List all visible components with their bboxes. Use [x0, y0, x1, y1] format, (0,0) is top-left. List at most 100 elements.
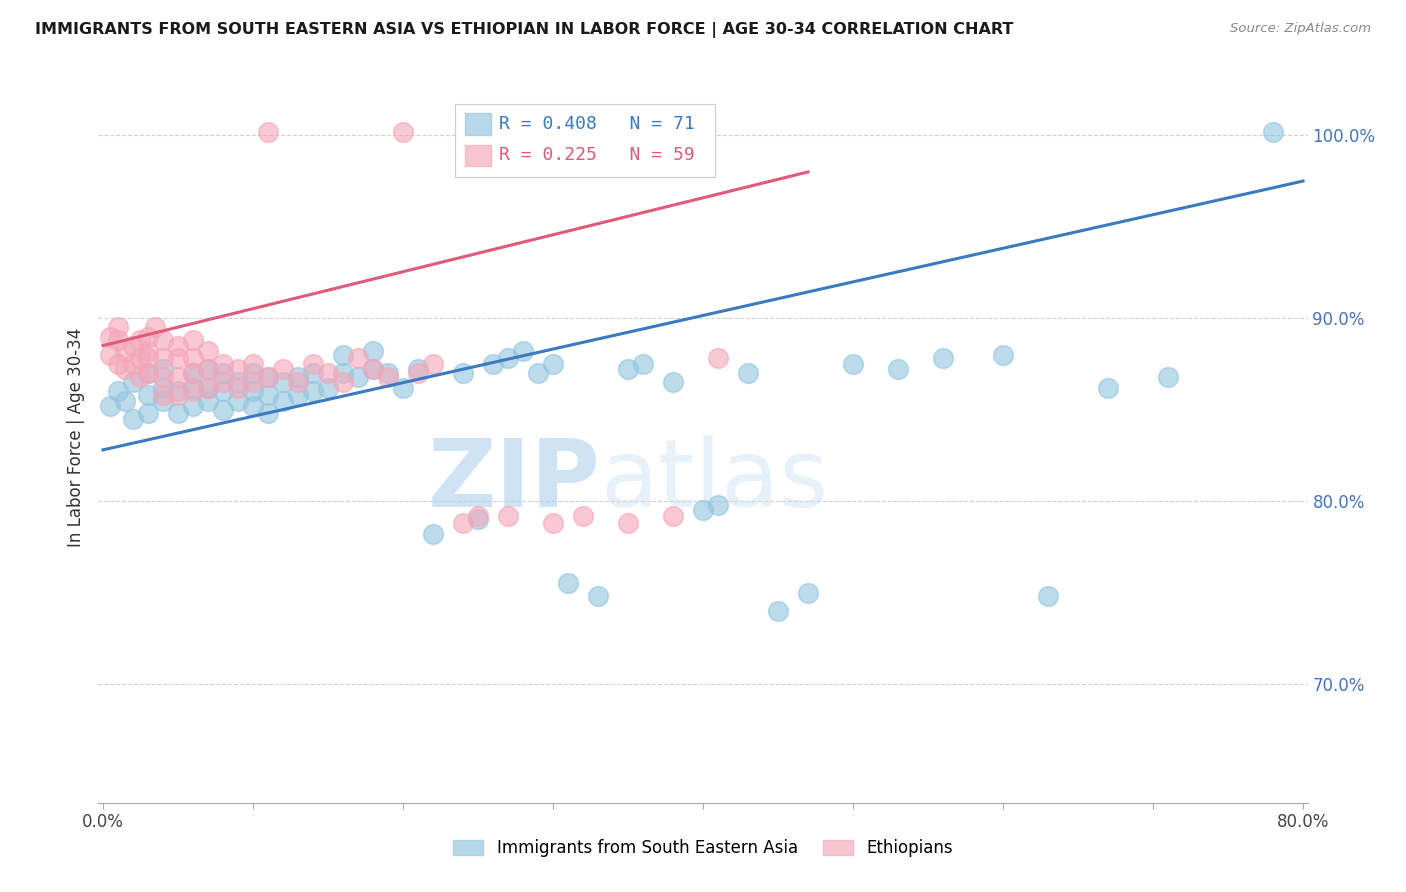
Point	[482, 357, 505, 371]
Point	[1157, 369, 1180, 384]
Point	[797, 585, 820, 599]
Point	[167, 369, 190, 384]
Point	[991, 348, 1014, 362]
Point	[136, 388, 159, 402]
Point	[572, 508, 595, 523]
Point	[114, 362, 136, 376]
Point	[226, 375, 249, 389]
Point	[129, 333, 152, 347]
Point	[152, 388, 174, 402]
Point	[167, 351, 190, 366]
Text: atlas: atlas	[600, 435, 828, 527]
Point	[197, 393, 219, 408]
Point	[422, 527, 444, 541]
Point	[422, 357, 444, 371]
Point	[122, 357, 145, 371]
Point	[707, 351, 730, 366]
Point	[242, 375, 264, 389]
Point	[406, 366, 429, 380]
FancyBboxPatch shape	[456, 104, 716, 178]
FancyBboxPatch shape	[465, 145, 492, 167]
Point	[100, 329, 122, 343]
Point	[1036, 589, 1059, 603]
Point	[377, 366, 399, 380]
Point	[152, 381, 174, 395]
Point	[181, 366, 204, 380]
Point	[129, 369, 152, 384]
Point	[129, 351, 152, 366]
Point	[361, 362, 384, 376]
Point	[932, 351, 955, 366]
Point	[406, 362, 429, 376]
Point	[242, 357, 264, 371]
Point	[167, 338, 190, 352]
Point	[167, 384, 190, 399]
Point	[257, 369, 280, 384]
Point	[152, 369, 174, 384]
Point	[145, 320, 167, 334]
Point	[136, 329, 159, 343]
Point	[181, 381, 204, 395]
Point	[226, 381, 249, 395]
Point	[107, 384, 129, 399]
Point	[451, 366, 474, 380]
Point	[766, 604, 789, 618]
Point	[361, 344, 384, 359]
Point	[302, 384, 325, 399]
Point	[707, 498, 730, 512]
Point	[257, 369, 280, 384]
Point	[100, 348, 122, 362]
Point	[242, 366, 264, 380]
Point	[122, 375, 145, 389]
Point	[316, 366, 339, 380]
Point	[181, 333, 204, 347]
Point	[212, 357, 235, 371]
Point	[287, 375, 309, 389]
Point	[136, 351, 159, 366]
Point	[271, 393, 294, 408]
Point	[1097, 381, 1119, 395]
Point	[496, 351, 519, 366]
Point	[617, 516, 640, 530]
Point	[467, 508, 489, 523]
Text: Source: ZipAtlas.com: Source: ZipAtlas.com	[1230, 22, 1371, 36]
Point	[617, 362, 640, 376]
Point	[136, 344, 159, 359]
Point	[242, 384, 264, 399]
Point	[212, 366, 235, 380]
Text: R = 0.408   N = 71: R = 0.408 N = 71	[499, 115, 695, 133]
Point	[242, 399, 264, 413]
Point	[887, 362, 910, 376]
Point	[692, 503, 714, 517]
Point	[107, 320, 129, 334]
Point	[737, 366, 759, 380]
Point	[136, 366, 159, 380]
Point	[181, 366, 204, 380]
Point	[167, 406, 190, 420]
Point	[181, 399, 204, 413]
Point	[347, 369, 370, 384]
Point	[197, 362, 219, 376]
Point	[212, 384, 235, 399]
Text: ZIP: ZIP	[427, 435, 600, 527]
Point	[197, 381, 219, 395]
Point	[586, 589, 609, 603]
Point	[100, 399, 122, 413]
Point	[392, 125, 415, 139]
Text: IMMIGRANTS FROM SOUTH EASTERN ASIA VS ETHIOPIAN IN LABOR FORCE | AGE 30-34 CORRE: IMMIGRANTS FROM SOUTH EASTERN ASIA VS ET…	[35, 22, 1014, 38]
Point	[136, 366, 159, 380]
Point	[451, 516, 474, 530]
Point	[257, 125, 280, 139]
Point	[152, 362, 174, 376]
Legend: Immigrants from South Eastern Asia, Ethiopians: Immigrants from South Eastern Asia, Ethi…	[447, 832, 959, 864]
Text: R = 0.225   N = 59: R = 0.225 N = 59	[499, 146, 695, 164]
Point	[197, 381, 219, 395]
Point	[152, 393, 174, 408]
Point	[181, 384, 204, 399]
Point	[541, 357, 564, 371]
Point	[257, 388, 280, 402]
Point	[662, 508, 685, 523]
Point	[197, 362, 219, 376]
Point	[332, 366, 354, 380]
Point	[152, 333, 174, 347]
